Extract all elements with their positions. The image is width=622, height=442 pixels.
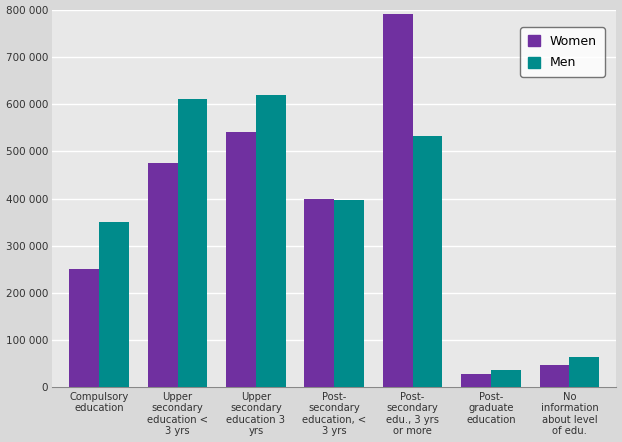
- Legend: Women, Men: Women, Men: [520, 27, 605, 77]
- Bar: [147, 163, 177, 388]
- Bar: [462, 374, 491, 388]
- Bar: [412, 136, 442, 388]
- Bar: [334, 200, 364, 388]
- Bar: [383, 14, 412, 388]
- Bar: [69, 269, 99, 388]
- Bar: [226, 133, 256, 388]
- Bar: [256, 95, 285, 388]
- Bar: [177, 99, 207, 388]
- Bar: [491, 370, 521, 388]
- Bar: [569, 357, 599, 388]
- Bar: [99, 222, 129, 388]
- Bar: [305, 198, 334, 388]
- Bar: [540, 365, 569, 388]
